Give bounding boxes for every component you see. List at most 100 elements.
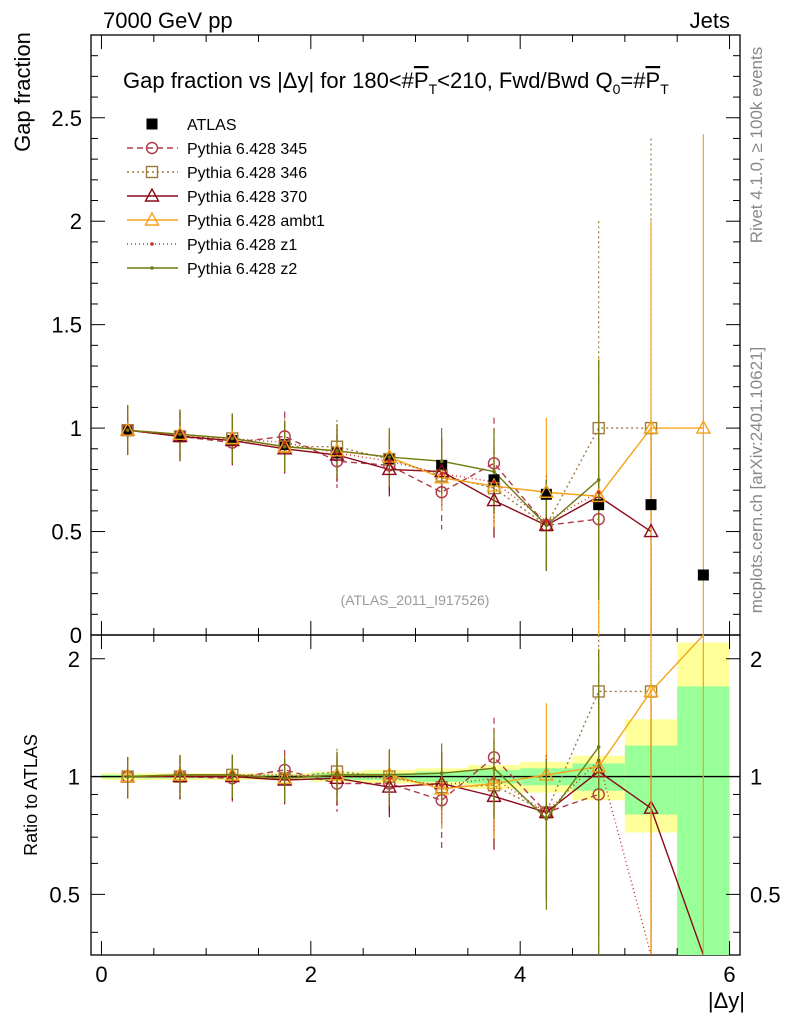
main-y-tick-label: 2: [70, 209, 82, 234]
legend-entry: Pythia 6.428 ambt1: [127, 211, 325, 230]
ratio-point: [439, 771, 444, 776]
main-y-tick-label: 2.5: [51, 106, 82, 131]
plot-title: Gap fraction vs |Δy| for 180<#PT<210, Fw…: [123, 68, 669, 97]
markers-pythia-6-428-ambt1: [119, 419, 712, 503]
mc-point: [381, 461, 398, 476]
mc-point: [178, 432, 182, 437]
ratio-point: [230, 773, 235, 777]
legend-label: Pythia 6.428 370: [187, 189, 307, 206]
mc-point: [695, 419, 712, 434]
main-y-tick-label: 0.5: [51, 520, 82, 545]
mc-point: [172, 427, 188, 443]
process-label: Jets: [690, 8, 730, 33]
data-point: [540, 488, 552, 500]
ratio-series-pythia-6-428-z2: [125, 649, 601, 955]
main-y-axis-label: Gap fraction: [10, 32, 35, 152]
legend-entry: Pythia 6.428 346: [127, 165, 307, 182]
mc-point: [486, 477, 502, 492]
data-point: [279, 439, 291, 451]
mc-point: [592, 421, 605, 435]
data-point: [593, 499, 605, 511]
analysis-watermark: (ATLAS_2011_I917526): [341, 592, 490, 608]
mc-point: [538, 483, 555, 498]
series-line: [127, 429, 600, 523]
series-line: [127, 429, 600, 527]
mc-point: [544, 519, 549, 524]
mc-point: [592, 512, 605, 526]
legend-label: Pythia 6.428 z2: [187, 261, 297, 278]
mc-point: [276, 440, 293, 455]
ratio-point: [178, 773, 182, 777]
mc-point: [282, 440, 287, 445]
ratio-point: [544, 816, 549, 821]
mc-point: [439, 459, 444, 464]
ratio-point: [125, 774, 130, 779]
mc-point: [387, 459, 392, 464]
mc-point: [172, 425, 188, 441]
mc-point: [230, 436, 235, 441]
ratio-point: [596, 745, 601, 749]
markers-atlas: [122, 424, 709, 581]
legend-marker: [150, 242, 154, 246]
mc-point: [224, 432, 240, 447]
markers-pythia-6-428-z2: [125, 428, 601, 528]
data-point: [226, 435, 238, 447]
mc-point: [125, 428, 130, 432]
ratio-line: [127, 770, 705, 956]
mc-point: [433, 469, 450, 484]
legend-marker: [146, 118, 158, 130]
main-y-tick-label: 1: [70, 416, 82, 441]
mc-point: [487, 457, 501, 470]
mcplots-label: mcplots.cern.ch [arXiv:2401.10621]: [747, 347, 766, 613]
mc-point: [643, 523, 659, 538]
ratio-panel: 0 2 4 6 0.5 0.5 1 1 2 2: [49, 634, 781, 987]
rivet-label: Rivet 4.1.0, ≥ 100k events: [747, 47, 766, 243]
legend-marker: [144, 187, 160, 202]
x-tick-label: 2: [305, 962, 317, 987]
mc-point: [596, 490, 601, 495]
ratio-point: [335, 773, 339, 777]
ratio-point: [643, 682, 659, 698]
ratio-series-pythia-6-428-z1: [125, 699, 652, 956]
mc-point: [335, 449, 339, 453]
mc-point: [329, 442, 345, 457]
series-line: [127, 429, 599, 527]
mc-point: [538, 516, 555, 532]
mc-point: [596, 478, 601, 482]
energy-label: 7000 GeV pp: [103, 8, 233, 33]
data-point: [645, 499, 657, 511]
legend-label: Pythia 6.428 346: [187, 165, 307, 182]
legend-marker: [150, 266, 154, 270]
mc-point: [433, 463, 450, 478]
ratio-point: [282, 776, 287, 781]
mc-point: [435, 486, 448, 499]
markers-pythia-6-428-345: [121, 423, 605, 532]
series-pythia-6-428-ambt1: [127, 134, 704, 635]
ratio-y-tick-label: 0.5: [750, 882, 781, 907]
mc-point: [643, 419, 659, 434]
mc-point: [544, 523, 549, 528]
ratio-point: [492, 766, 496, 771]
ratio-y-tick-label: 1: [68, 765, 80, 790]
x-tick-label: 6: [723, 962, 735, 987]
mc-point: [492, 469, 496, 474]
data-point: [383, 453, 395, 465]
ratio-point: [387, 773, 392, 777]
legend-marker: [145, 141, 159, 155]
markers-pythia-6-428-370: [119, 421, 659, 538]
legend-entry: Pythia 6.428 345: [127, 141, 307, 158]
ratio-y-tick-label: 2: [68, 647, 80, 672]
legend-entry: Pythia 6.428 370: [127, 187, 307, 206]
mc-point: [492, 480, 496, 484]
series-pythia-6-428-z1: [127, 405, 600, 567]
mc-point: [387, 455, 392, 459]
ratio-line: [127, 756, 599, 814]
series-pythia-6-428-z2: [127, 359, 600, 600]
ratio-line: [127, 746, 600, 820]
legend-label: Pythia 6.428 345: [187, 141, 307, 158]
mc-point: [119, 421, 136, 436]
mc-point: [486, 492, 502, 507]
mc-point: [439, 471, 444, 476]
legend-entry: ATLAS: [146, 117, 237, 134]
